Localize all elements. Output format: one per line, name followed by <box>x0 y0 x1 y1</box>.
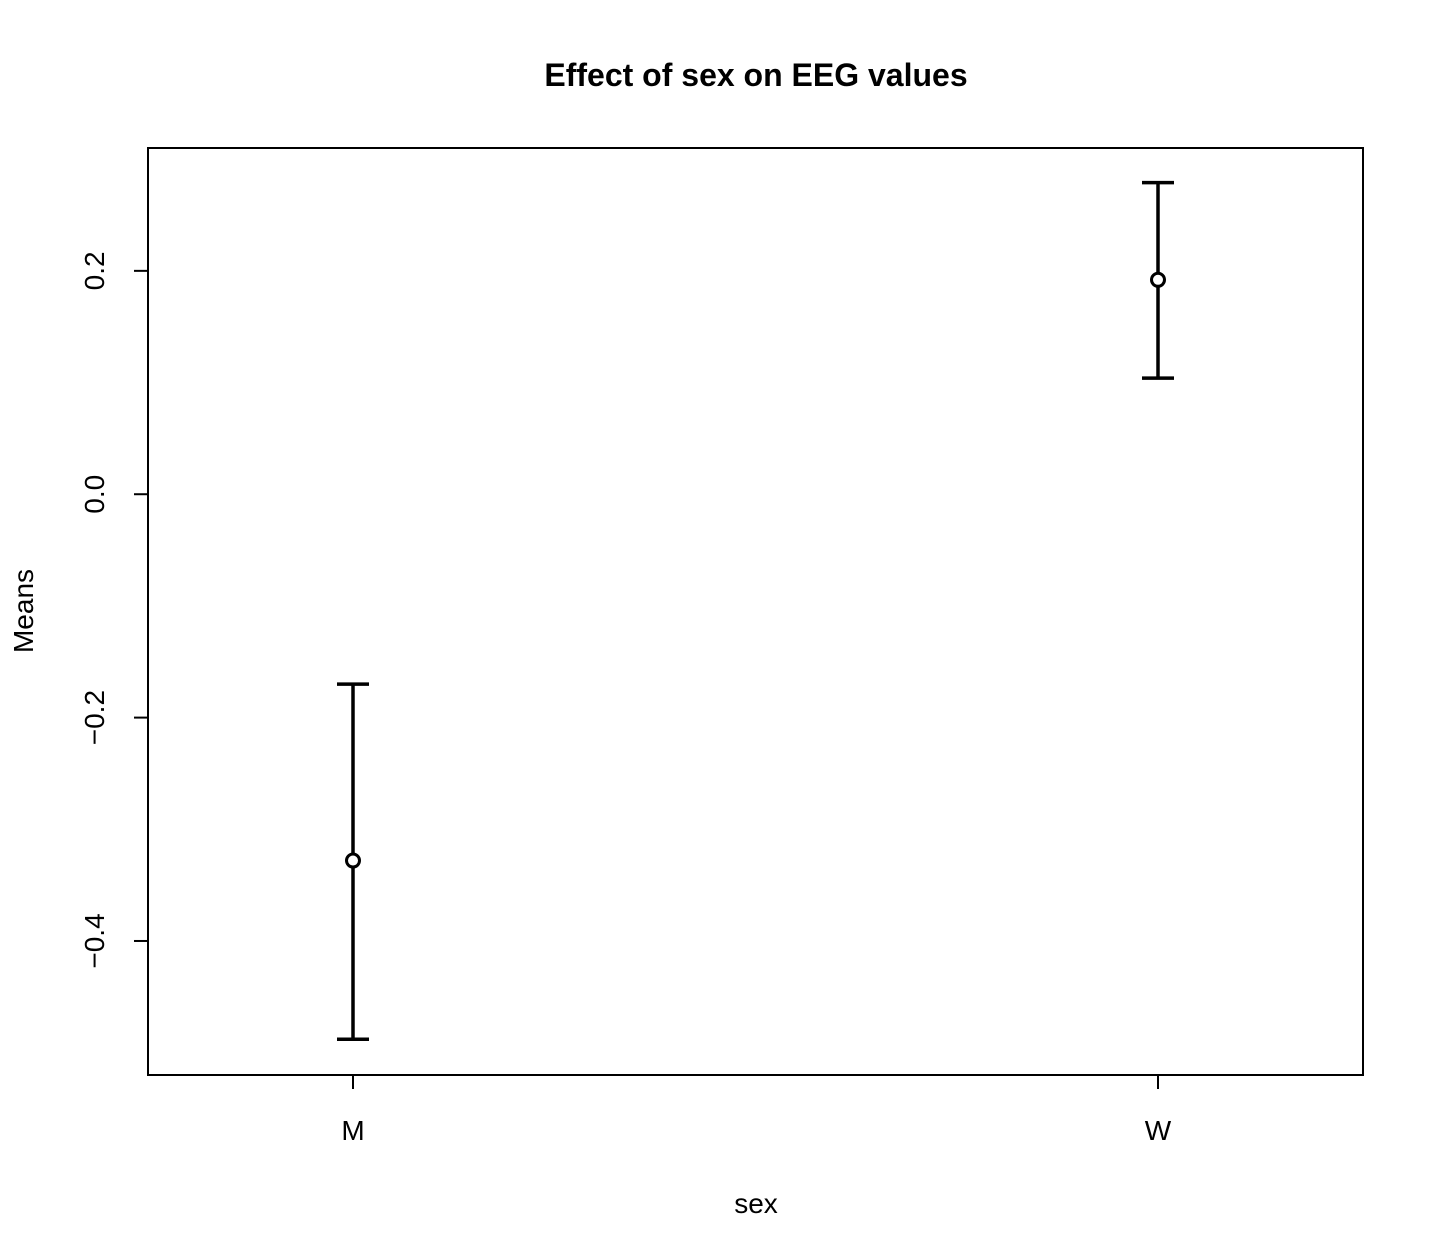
y-tick-label: 0.2 <box>79 251 110 290</box>
mean-point-M <box>345 852 361 869</box>
y-tick-label: −0.4 <box>79 913 110 968</box>
mean-point-W <box>1150 271 1166 288</box>
plot-frame <box>147 147 1364 1076</box>
chart-title: Effect of sex on EEG values <box>544 57 967 93</box>
y-axis-label: Means <box>8 569 39 653</box>
x-tick-label: W <box>1145 1115 1172 1146</box>
y-tick-label: 0.0 <box>79 475 110 514</box>
error-bars <box>337 180 1174 1042</box>
y-axis: −0.4 −0.2 0.0 0.2 <box>79 251 148 969</box>
y-tick-label: −0.2 <box>79 690 110 745</box>
x-axis-label: sex <box>734 1188 778 1219</box>
x-tick-label: M <box>341 1115 364 1146</box>
